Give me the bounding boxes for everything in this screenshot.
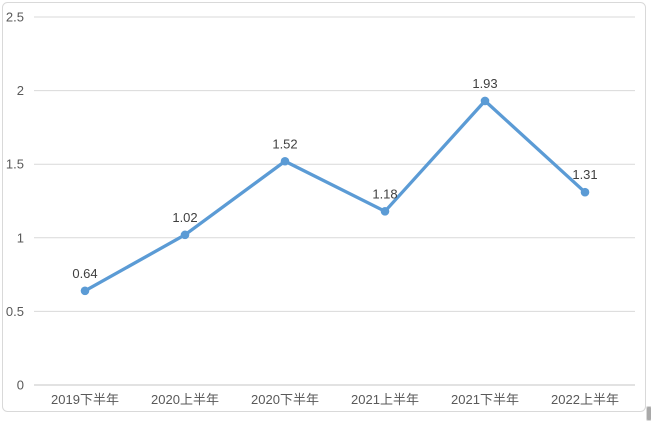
y-tick-label: 1.5 [6,157,24,172]
data-point-marker [380,207,390,216]
data-point-marker [80,286,90,296]
x-category-label: 2021下半年 [451,392,519,407]
data-line [83,99,587,293]
scrollbar-thumb[interactable] [647,407,651,420]
data-point-marker [180,230,190,240]
data-point-label: 1.93 [472,76,497,91]
y-tick-label: 0 [17,378,24,393]
data-point-marker [580,187,590,197]
data-point-marker [280,156,290,166]
x-category-label: 2022上半年 [551,392,619,407]
y-tick-label: 1 [17,230,24,245]
x-category-label: 2020上半年 [151,392,219,407]
y-tick-label: 2.5 [6,10,24,25]
y-tick-label: 0.5 [6,304,24,319]
data-point-label: 1.18 [372,186,397,201]
x-category-label: 2019下半年 [51,392,119,407]
y-gridlines [34,16,635,386]
data-point-marker [480,96,490,106]
y-axis-labels: 0 0.5 1 1.5 2 2.5 [6,10,24,393]
x-category-label: 2020下半年 [251,392,319,407]
data-point-label: 1.02 [172,210,197,225]
data-point-label: 1.52 [272,136,297,151]
data-point-label: 0.64 [72,266,97,281]
x-category-label: 2021上半年 [351,392,419,407]
y-tick-label: 2 [17,83,24,98]
data-point-markers [80,96,590,296]
data-point-label: 1.31 [572,167,597,182]
data-labels: 0.64 1.02 1.52 1.18 1.93 1.31 [72,76,597,281]
chart-border [2,2,646,412]
x-axis-labels: 2019下半年 2020上半年 2020下半年 2021上半年 2021下半年 2022上… [51,392,619,407]
